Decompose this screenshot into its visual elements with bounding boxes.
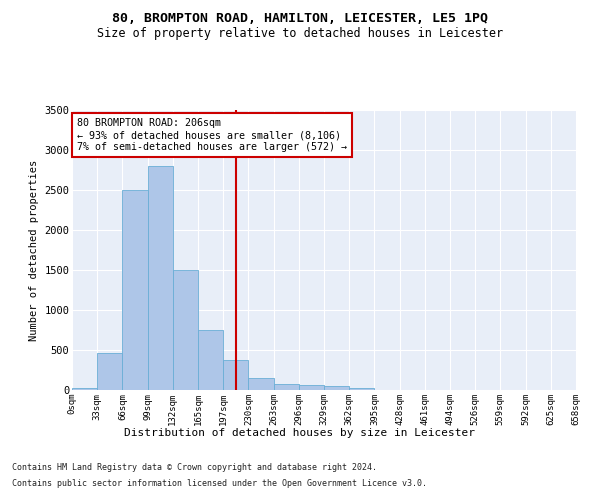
Bar <box>72 388 97 390</box>
Bar <box>148 166 173 390</box>
Bar <box>223 360 248 390</box>
Bar <box>173 270 198 390</box>
Text: Distribution of detached houses by size in Leicester: Distribution of detached houses by size … <box>125 428 476 438</box>
Bar <box>274 384 299 390</box>
Bar <box>324 386 349 390</box>
Text: 80, BROMPTON ROAD, HAMILTON, LEICESTER, LE5 1PQ: 80, BROMPTON ROAD, HAMILTON, LEICESTER, … <box>112 12 488 26</box>
Text: 80 BROMPTON ROAD: 206sqm
← 93% of detached houses are smaller (8,106)
7% of semi: 80 BROMPTON ROAD: 206sqm ← 93% of detach… <box>77 118 347 152</box>
Y-axis label: Number of detached properties: Number of detached properties <box>29 160 38 340</box>
Bar <box>198 330 223 390</box>
Bar <box>349 388 374 390</box>
Bar <box>122 190 148 390</box>
Text: Size of property relative to detached houses in Leicester: Size of property relative to detached ho… <box>97 28 503 40</box>
Bar <box>248 378 274 390</box>
Bar <box>299 385 324 390</box>
Bar <box>97 353 122 390</box>
Text: Contains public sector information licensed under the Open Government Licence v3: Contains public sector information licen… <box>12 478 427 488</box>
Text: Contains HM Land Registry data © Crown copyright and database right 2024.: Contains HM Land Registry data © Crown c… <box>12 464 377 472</box>
